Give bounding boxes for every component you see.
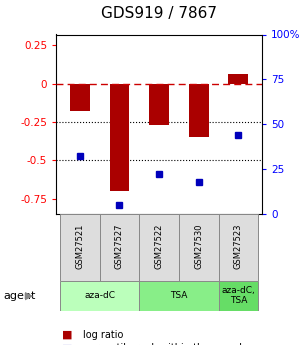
Text: ■: ■ — [62, 330, 73, 339]
Bar — [139, 281, 218, 310]
Text: aza-dC,
TSA: aza-dC, TSA — [221, 286, 255, 305]
Bar — [70, 83, 90, 111]
Text: GSM27523: GSM27523 — [234, 224, 243, 269]
Text: GSM27527: GSM27527 — [115, 224, 124, 269]
Text: ■: ■ — [62, 344, 73, 345]
Text: GSM27522: GSM27522 — [155, 224, 164, 269]
Text: ▶: ▶ — [25, 291, 33, 301]
Bar — [189, 83, 208, 137]
Bar — [179, 214, 218, 281]
Bar — [60, 214, 100, 281]
Bar — [100, 214, 139, 281]
Bar — [149, 83, 169, 125]
Text: TSA: TSA — [170, 291, 188, 300]
Text: GSM27530: GSM27530 — [194, 224, 203, 269]
Bar — [228, 75, 248, 83]
Text: aza-dC: aza-dC — [84, 291, 115, 300]
Bar — [60, 281, 139, 310]
Bar — [218, 214, 258, 281]
Text: log ratio: log ratio — [83, 330, 124, 339]
Bar — [218, 281, 258, 310]
Text: percentile rank within the sample: percentile rank within the sample — [83, 344, 248, 345]
Text: GSM27521: GSM27521 — [75, 224, 84, 269]
Text: agent: agent — [3, 291, 35, 301]
Text: GDS919 / 7867: GDS919 / 7867 — [101, 6, 217, 21]
Bar — [139, 214, 179, 281]
Bar — [110, 83, 129, 191]
